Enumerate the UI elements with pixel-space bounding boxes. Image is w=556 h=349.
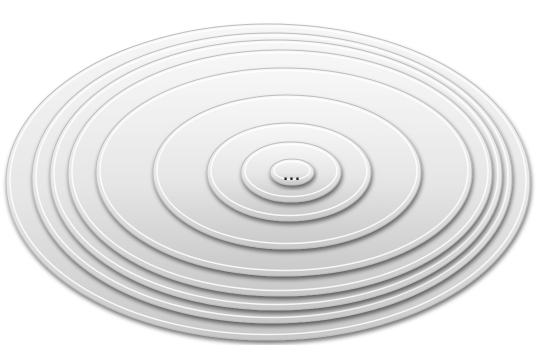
ring-8-highlight xyxy=(244,143,338,198)
ring-7-highlight xyxy=(210,124,368,217)
center-ellipsis-label: ... xyxy=(283,169,301,184)
ring-4-highlight xyxy=(71,51,489,292)
ring-9-highlight xyxy=(273,160,311,181)
ring-1-highlight xyxy=(9,25,527,336)
ring-3-highlight xyxy=(53,41,499,306)
ring-9 xyxy=(269,158,315,186)
ring-6-highlight xyxy=(156,96,418,245)
rings-group xyxy=(5,23,531,341)
ring-5-highlight xyxy=(99,69,469,272)
ring-2-highlight xyxy=(35,34,509,319)
